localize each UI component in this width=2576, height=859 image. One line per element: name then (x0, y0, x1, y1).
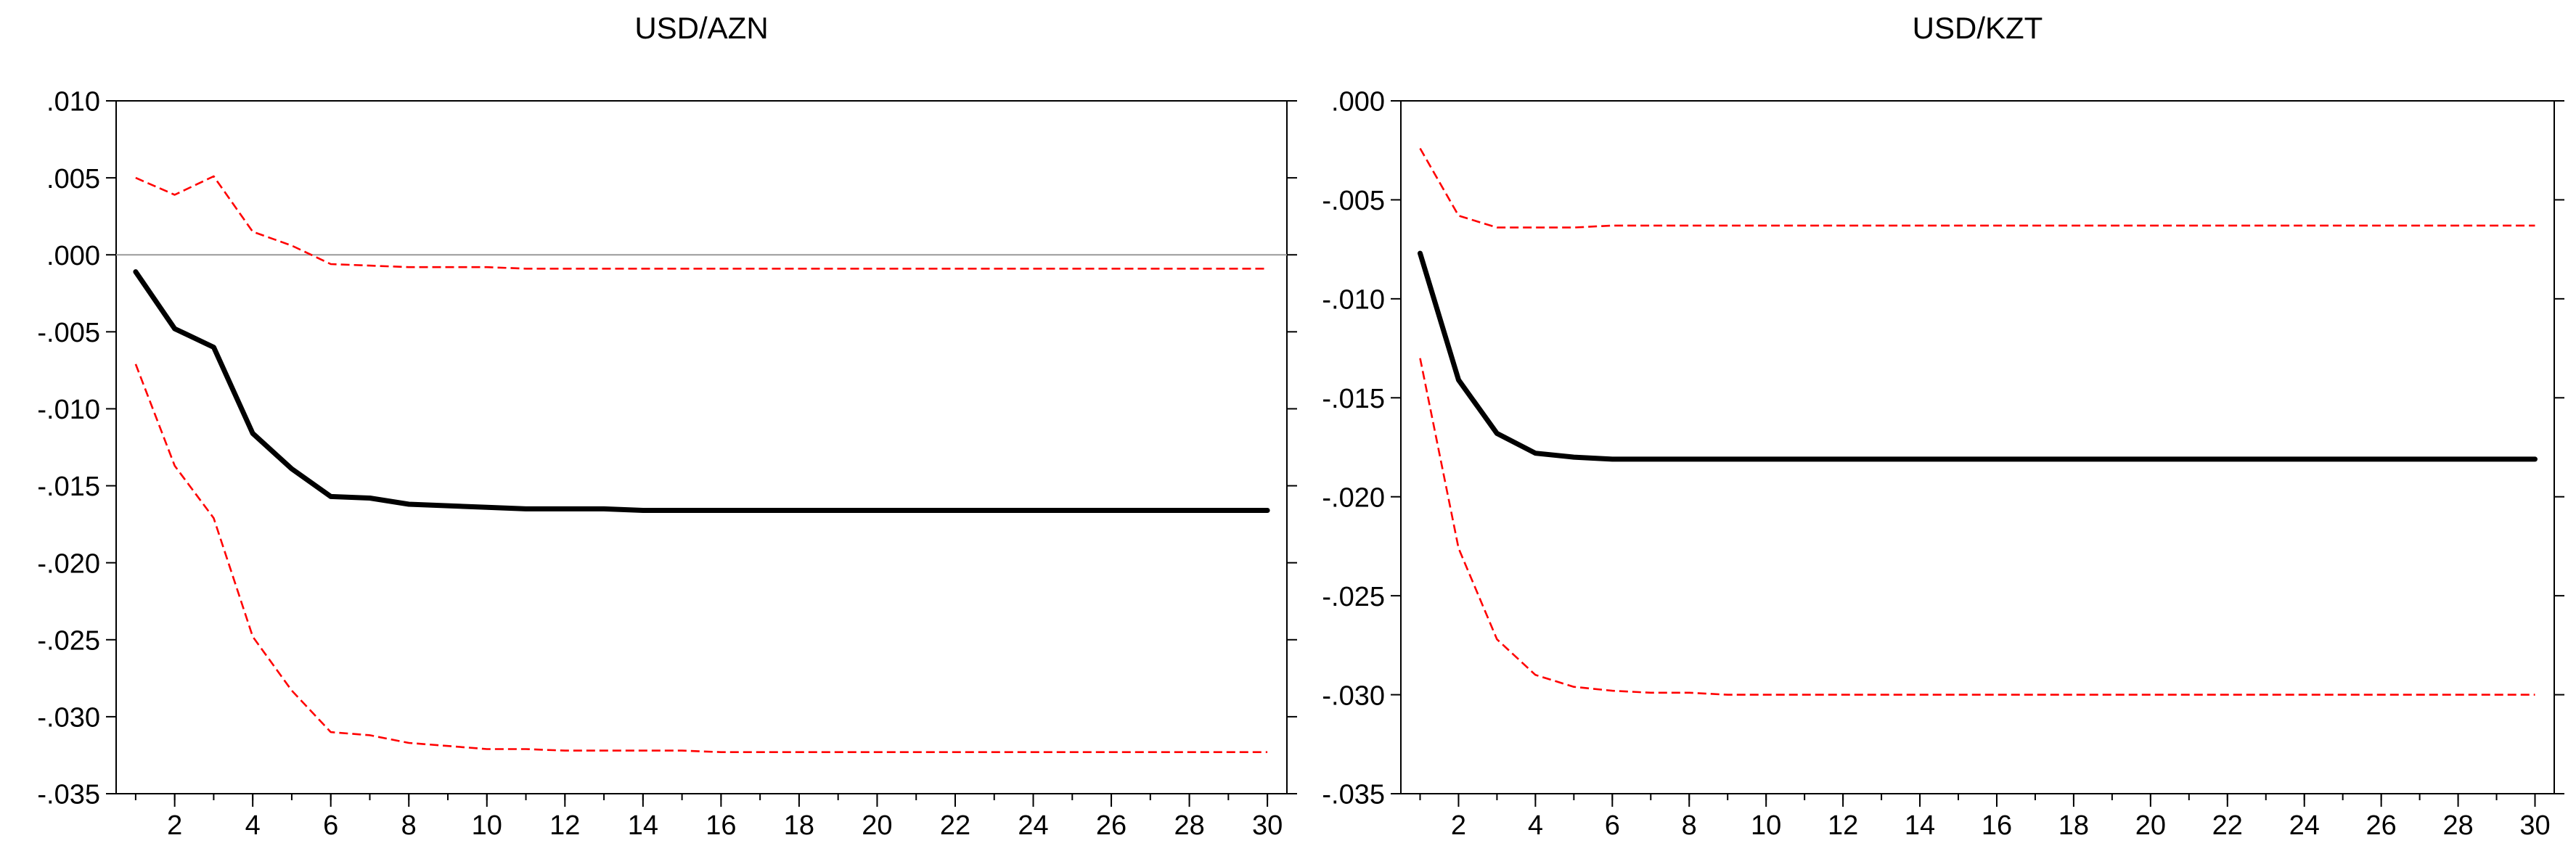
x-tick-label: 6 (323, 810, 338, 841)
x-tick-label: 24 (1018, 810, 1048, 841)
x-tick-label: 14 (1905, 810, 1935, 841)
x-tick-label: 30 (1252, 810, 1283, 841)
x-tick-label: 6 (1605, 810, 1620, 841)
x-tick-label: 12 (549, 810, 580, 841)
y-tick-label: -.010 (37, 395, 100, 425)
x-tick-label: 20 (2135, 810, 2166, 841)
x-tick-label: 14 (628, 810, 658, 841)
y-tick-label: -.020 (1322, 482, 1385, 513)
x-tick-label: 8 (401, 810, 417, 841)
x-tick-label: 26 (1096, 810, 1127, 841)
x-tick-label: 4 (245, 810, 261, 841)
y-tick-label: .005 (46, 164, 100, 194)
y-tick-label: -.025 (37, 625, 100, 656)
y-tick-label: -.005 (1322, 186, 1385, 216)
y-tick-label: -.035 (1322, 780, 1385, 810)
y-tick-label: -.025 (1322, 582, 1385, 612)
x-tick-label: 12 (1828, 810, 1858, 841)
x-tick-label: 10 (472, 810, 502, 841)
x-tick-label: 16 (706, 810, 736, 841)
x-tick-label: 20 (862, 810, 892, 841)
y-tick-label: .000 (1331, 87, 1385, 118)
x-tick-label: 16 (1982, 810, 2012, 841)
x-tick-label: 30 (2519, 810, 2550, 841)
x-tick-label: 26 (2366, 810, 2397, 841)
y-tick-label: -.030 (37, 703, 100, 733)
x-tick-label: 22 (940, 810, 970, 841)
x-tick-label: 18 (2058, 810, 2089, 841)
x-tick-label: 2 (167, 810, 182, 841)
y-tick-label: -.015 (1322, 384, 1385, 414)
x-tick-label: 22 (2212, 810, 2243, 841)
x-tick-label: 10 (1751, 810, 1781, 841)
x-tick-label: 8 (1682, 810, 1697, 841)
y-tick-label: -.005 (37, 318, 100, 348)
x-tick-label: 2 (1451, 810, 1466, 841)
y-tick-label: -.030 (1322, 681, 1385, 711)
x-tick-label: 28 (1174, 810, 1204, 841)
x-tick-label: 24 (2289, 810, 2320, 841)
x-tick-label: 18 (784, 810, 814, 841)
panel-title: USD/KZT (1913, 11, 2043, 45)
y-tick-label: -.020 (37, 548, 100, 579)
x-tick-label: 4 (1528, 810, 1543, 841)
y-tick-label: .000 (46, 241, 100, 271)
panel-title: USD/AZN (634, 11, 768, 45)
x-tick-label: 28 (2442, 810, 2473, 841)
y-tick-label: -.010 (1322, 285, 1385, 316)
y-tick-label: .010 (46, 87, 100, 118)
y-tick-label: -.035 (37, 780, 100, 810)
y-tick-label: -.015 (37, 472, 100, 502)
